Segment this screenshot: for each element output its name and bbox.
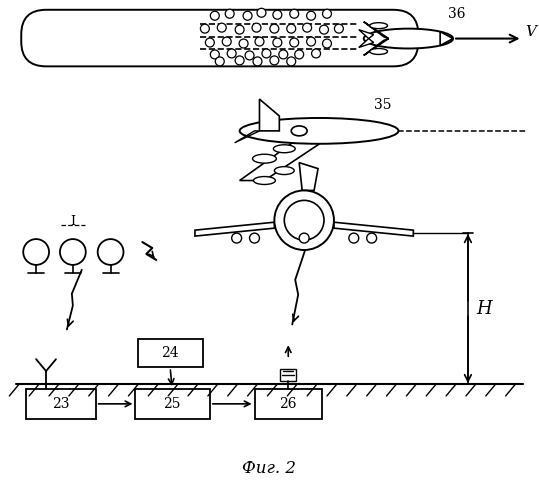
Text: Фиг. 2: Фиг. 2: [243, 460, 296, 477]
Text: I: I: [71, 214, 75, 228]
Bar: [254, 389, 322, 419]
Text: V: V: [526, 24, 536, 38]
Circle shape: [279, 50, 288, 59]
Circle shape: [273, 10, 282, 19]
Circle shape: [320, 25, 328, 34]
Circle shape: [287, 24, 296, 33]
Circle shape: [274, 190, 334, 250]
Circle shape: [222, 37, 231, 46]
Text: 25: 25: [163, 397, 181, 411]
Circle shape: [239, 39, 248, 48]
Ellipse shape: [291, 126, 307, 136]
Circle shape: [290, 10, 299, 18]
FancyBboxPatch shape: [21, 10, 418, 66]
Ellipse shape: [273, 145, 295, 152]
Bar: [139, 340, 203, 367]
Polygon shape: [334, 222, 413, 236]
Polygon shape: [299, 162, 318, 190]
Polygon shape: [364, 38, 389, 56]
Polygon shape: [259, 99, 279, 131]
Circle shape: [60, 239, 86, 265]
Polygon shape: [234, 131, 259, 143]
Circle shape: [287, 57, 296, 66]
Circle shape: [245, 51, 254, 60]
Circle shape: [307, 37, 315, 46]
Circle shape: [232, 233, 241, 243]
Circle shape: [225, 10, 234, 18]
Text: 23: 23: [52, 397, 70, 411]
Bar: [26, 389, 96, 419]
Polygon shape: [359, 30, 374, 38]
Circle shape: [299, 233, 309, 243]
Polygon shape: [359, 38, 374, 48]
Circle shape: [210, 12, 219, 20]
Circle shape: [284, 200, 324, 240]
Text: 24: 24: [161, 346, 179, 360]
Circle shape: [295, 50, 303, 59]
Circle shape: [250, 233, 259, 243]
Circle shape: [252, 23, 261, 32]
Bar: [280, 369, 296, 381]
Ellipse shape: [274, 166, 294, 174]
Polygon shape: [240, 131, 339, 180]
Circle shape: [312, 49, 321, 58]
Circle shape: [334, 24, 343, 33]
Circle shape: [290, 38, 299, 47]
Ellipse shape: [370, 48, 388, 54]
Circle shape: [303, 23, 312, 32]
Circle shape: [217, 23, 226, 32]
Circle shape: [210, 50, 219, 59]
Circle shape: [322, 10, 331, 18]
Circle shape: [367, 233, 377, 243]
Circle shape: [243, 12, 252, 20]
Circle shape: [235, 25, 244, 34]
Text: 35: 35: [374, 98, 391, 112]
Circle shape: [201, 24, 209, 33]
Polygon shape: [440, 32, 453, 46]
Bar: [135, 389, 210, 419]
Circle shape: [23, 239, 49, 265]
Circle shape: [253, 57, 262, 66]
Circle shape: [262, 49, 271, 58]
Text: H: H: [476, 300, 492, 318]
Ellipse shape: [240, 118, 398, 144]
Circle shape: [307, 12, 315, 20]
Circle shape: [235, 56, 244, 65]
Circle shape: [270, 56, 279, 65]
Ellipse shape: [370, 22, 388, 28]
Ellipse shape: [253, 154, 277, 163]
Ellipse shape: [364, 28, 453, 48]
Text: 36: 36: [448, 6, 466, 20]
Circle shape: [227, 49, 236, 58]
Circle shape: [257, 8, 266, 17]
Ellipse shape: [253, 176, 275, 184]
Circle shape: [270, 24, 279, 33]
Text: 26: 26: [280, 397, 297, 411]
Circle shape: [349, 233, 359, 243]
Circle shape: [215, 57, 224, 66]
Circle shape: [322, 39, 331, 48]
Circle shape: [273, 38, 282, 47]
Circle shape: [205, 38, 215, 47]
Polygon shape: [364, 22, 389, 38]
Polygon shape: [195, 222, 274, 236]
Circle shape: [255, 37, 264, 46]
Circle shape: [98, 239, 123, 265]
